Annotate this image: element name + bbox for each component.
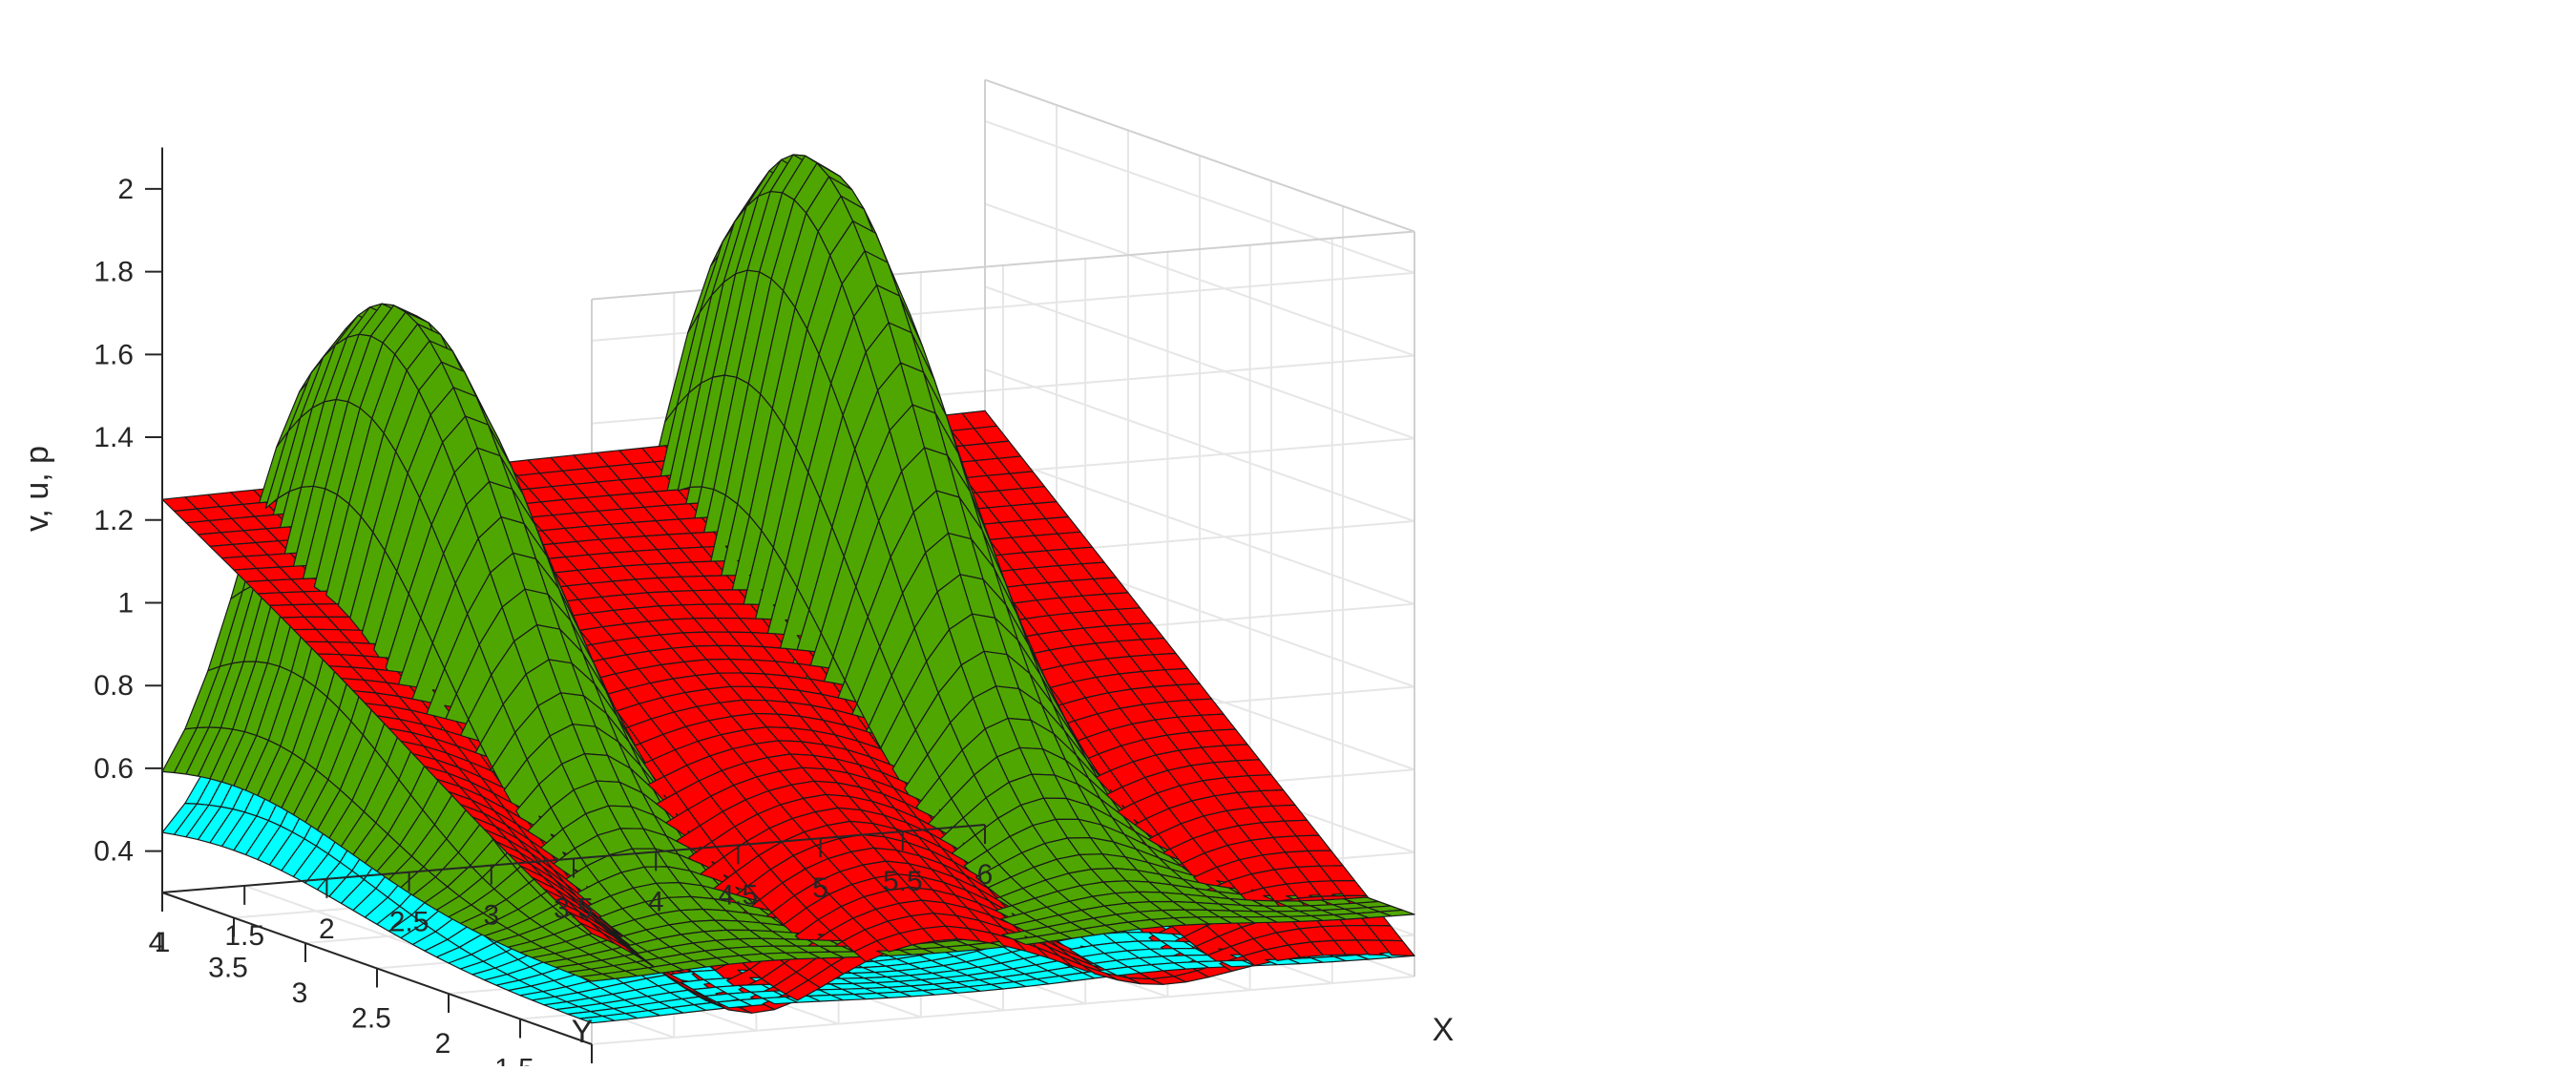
grid-line [984, 285, 1415, 440]
z-tick-label: 0.6 [94, 753, 134, 785]
y-tick-label: 4 [149, 927, 165, 958]
x-tick-label: 5 [812, 872, 828, 904]
x-tick-label: 2 [319, 914, 335, 945]
x-tick-label: 5.5 [883, 866, 923, 897]
x-tick-label: 4 [648, 886, 664, 917]
y-tick-label: 2.5 [351, 1003, 391, 1035]
x-tick-label: 3 [483, 900, 499, 932]
x-tick-label: 1.5 [224, 920, 264, 952]
z-tick-label: 1.2 [94, 505, 134, 536]
z-tick-label: 1 [117, 587, 134, 619]
z-tick-label: 0.8 [94, 670, 134, 702]
grid-line [984, 202, 1415, 357]
grid-line [591, 976, 1415, 1045]
z-tick-label: 1.4 [94, 422, 134, 453]
z-tick-label: 1.6 [94, 339, 134, 370]
grid-line [984, 119, 1415, 274]
z-tick-label: 0.4 [94, 836, 134, 868]
x-tick-label: 2.5 [389, 907, 429, 938]
z-axis-label: v, u, p [19, 446, 55, 532]
surfaces [161, 154, 1415, 1024]
y-axis-label: Y [572, 1014, 594, 1050]
y-tick-label: 3.5 [208, 953, 248, 984]
z-tick-label: 2 [117, 174, 134, 205]
x-tick-label: 6 [977, 859, 994, 891]
y-tick-label: 3 [292, 977, 308, 1009]
x-tick-label: 3.5 [554, 893, 594, 925]
box-edge [984, 78, 1415, 233]
grid-line [984, 368, 1415, 522]
x-axis-label: X [1433, 1012, 1455, 1048]
y-tick-label: 1.5 [494, 1054, 534, 1067]
y-tick-label: 2 [435, 1028, 451, 1060]
x-tick-label: 4.5 [719, 879, 759, 911]
z-tick-label: 1.8 [94, 257, 134, 288]
grid-line [984, 451, 1415, 605]
